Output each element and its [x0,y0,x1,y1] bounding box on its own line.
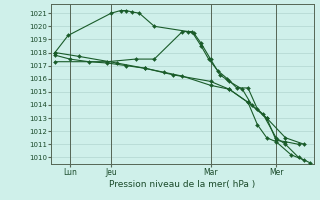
X-axis label: Pression niveau de la mer( hPa ): Pression niveau de la mer( hPa ) [109,180,256,189]
